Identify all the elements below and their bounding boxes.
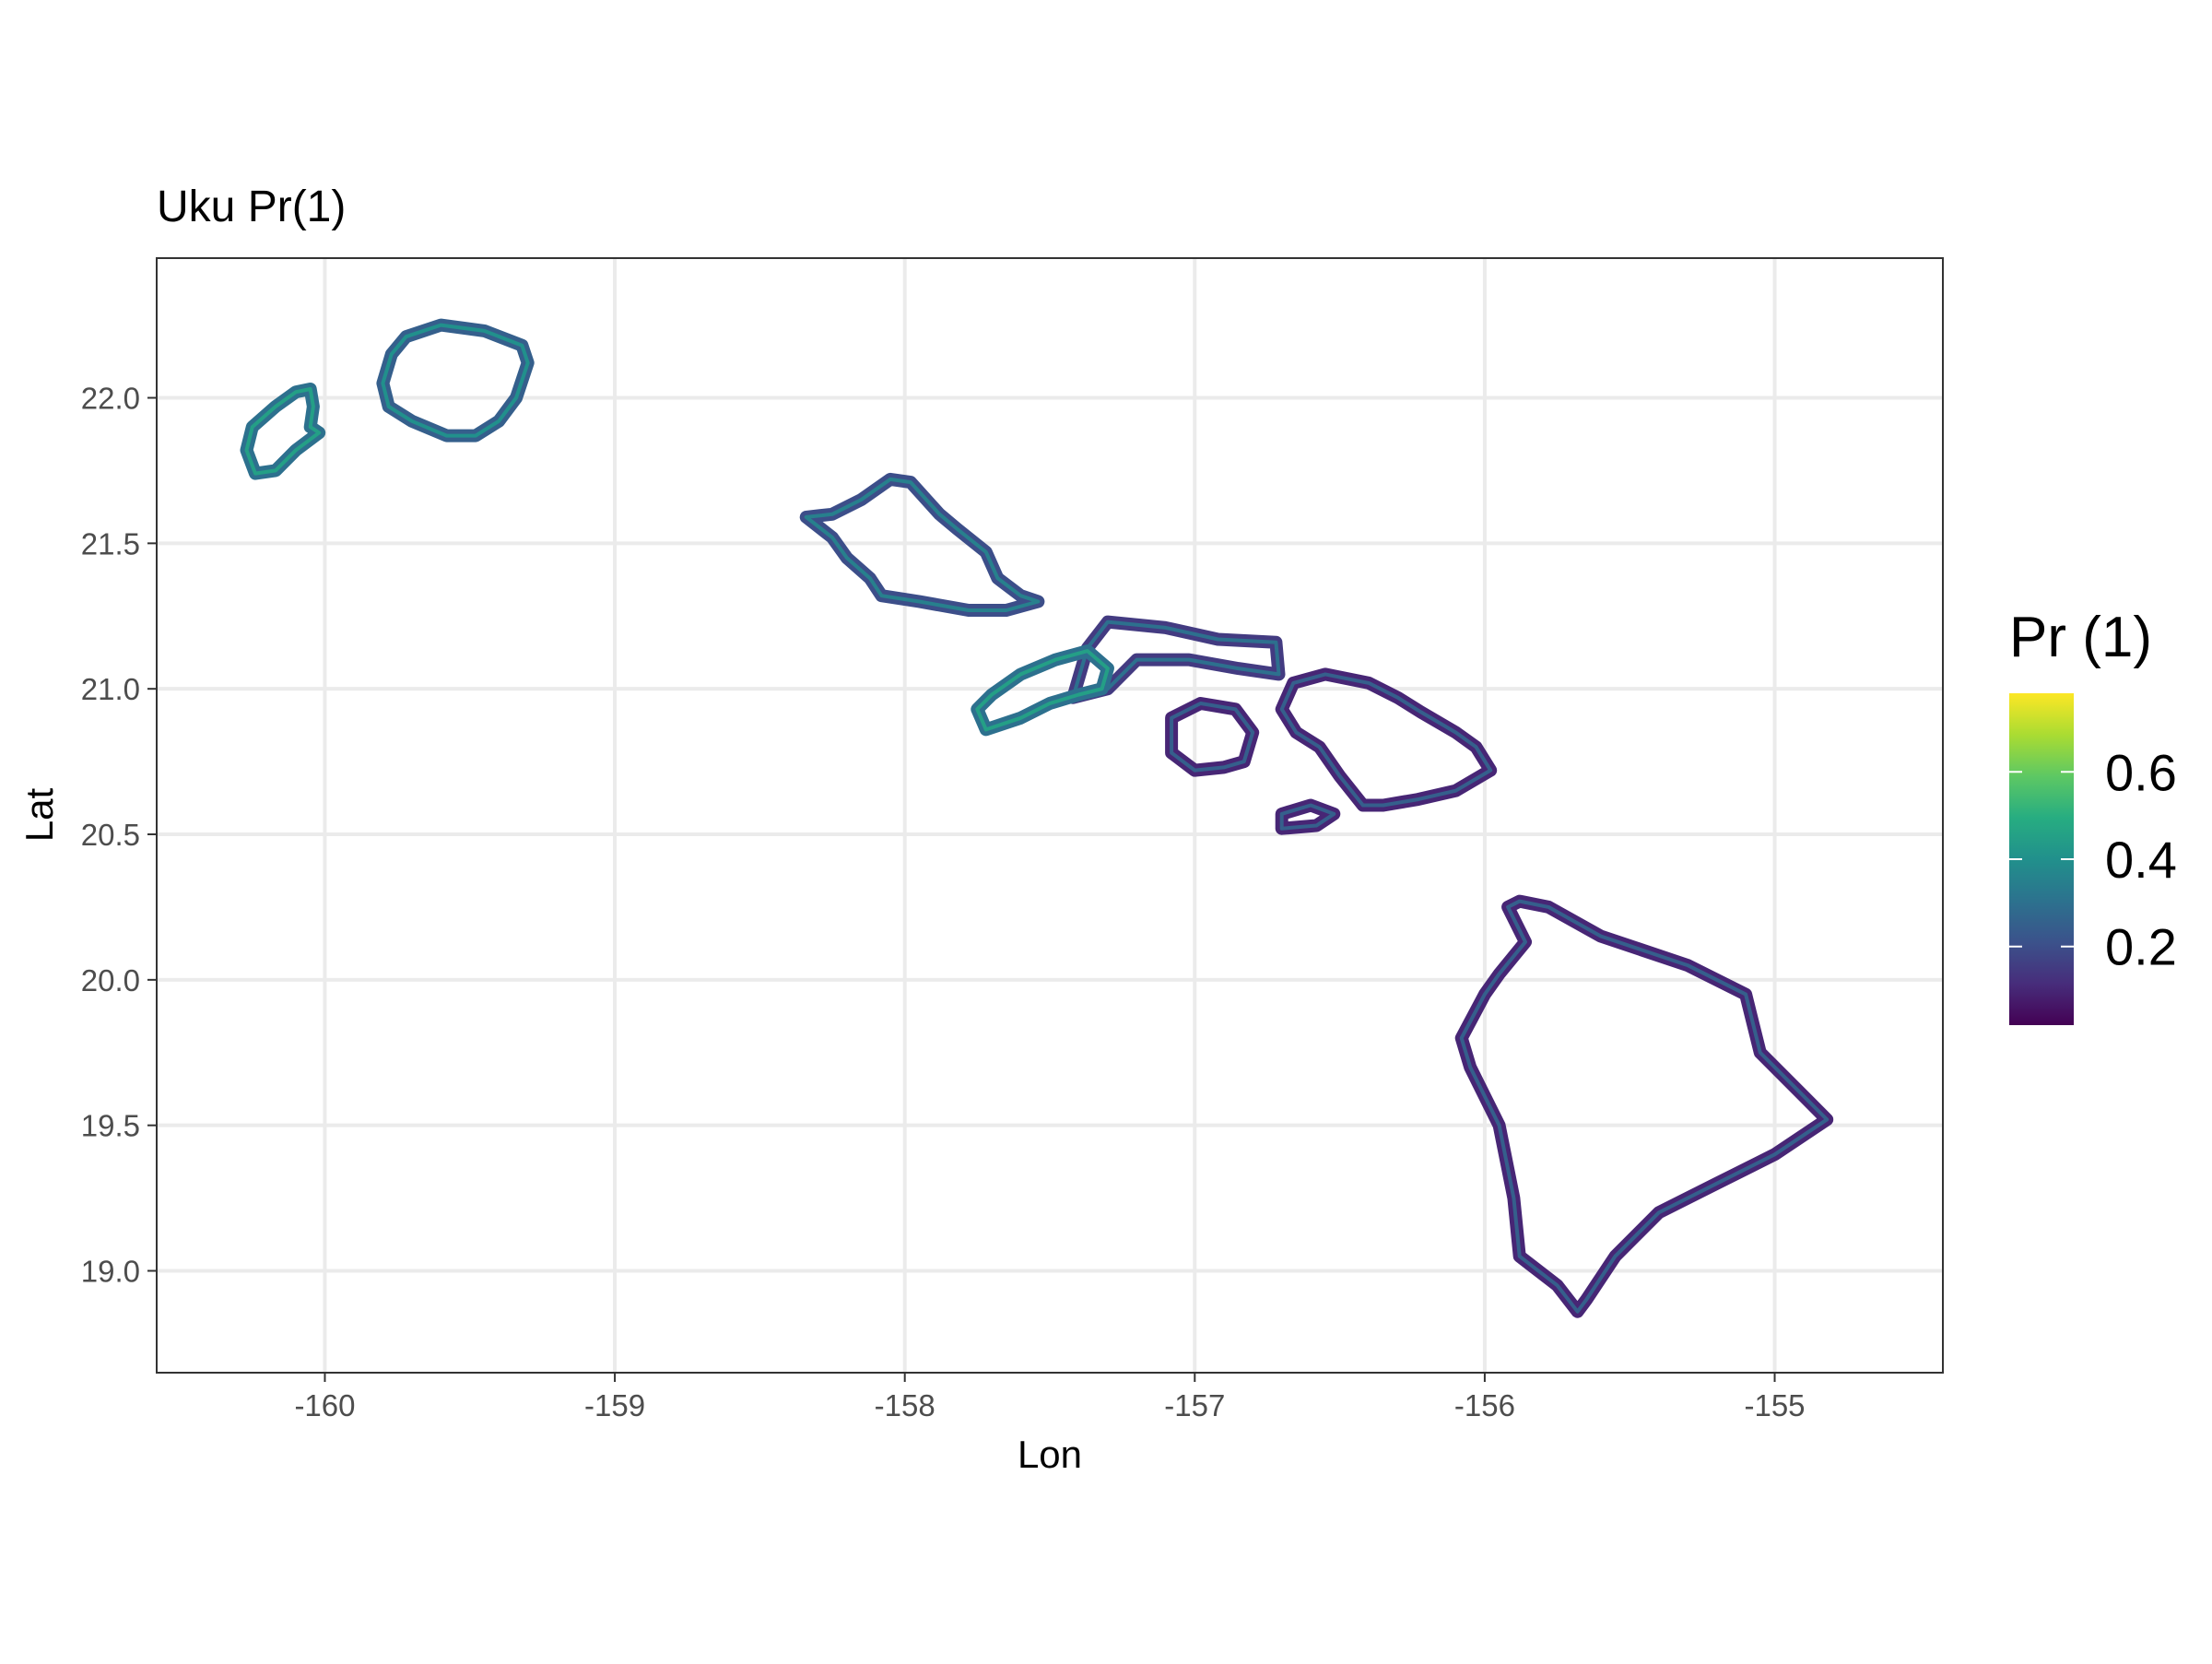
island-kahoolawe (1275, 798, 1341, 835)
y-tick-label: 21.5 (81, 526, 140, 561)
y-tick-label: 20.0 (81, 963, 140, 997)
x-tick-label: -157 (1164, 1388, 1225, 1422)
legend-tick-label: 0.2 (2105, 918, 2177, 976)
x-tick-label: -160 (294, 1388, 355, 1422)
island-maui (1275, 667, 1498, 812)
island-lanai (1165, 697, 1260, 777)
plot-panel (157, 258, 1943, 1373)
island-hawaii (1454, 894, 1834, 1318)
island-cells-inner (381, 323, 530, 438)
y-axis-title: Lat (18, 787, 61, 842)
gridlines (157, 258, 1943, 1373)
plot-title: Uku Pr(1) (157, 183, 346, 231)
legend-tick-label: 0.6 (2105, 743, 2177, 801)
legend-title: Pr (1) (2009, 606, 2152, 669)
island-niihau (240, 383, 326, 480)
y-tick-label: 21.0 (81, 672, 140, 706)
island-cells-inner (1170, 702, 1255, 773)
x-tick-label: -159 (584, 1388, 645, 1422)
x-tick-label: -158 (875, 1388, 935, 1422)
y-tick-label: 20.5 (81, 818, 140, 852)
island-cells-inner (975, 649, 1110, 732)
y-tick-label: 22.0 (81, 382, 140, 416)
island-cells-inner (244, 387, 322, 476)
island-cells-inner (1459, 899, 1830, 1314)
axis-ticks: -160 -159 -158 -157 -156 -155 19.0 19.5 20.0 20.5… (81, 382, 1806, 1422)
island-kauai (376, 318, 535, 443)
y-tick-label: 19.5 (81, 1109, 140, 1143)
x-axis-title: Lon (1018, 1433, 1082, 1476)
x-tick-label: -156 (1454, 1388, 1515, 1422)
panel-border (156, 257, 1944, 1374)
legend-tick-label: 0.4 (2105, 831, 2177, 889)
island-oahu (799, 472, 1045, 617)
island-cells-inner (804, 477, 1041, 612)
color-legend: Pr (1) 0.2 0.4 0.6 (2009, 606, 2177, 1025)
island-cells (240, 318, 1834, 1318)
x-tick-label: -155 (1744, 1388, 1805, 1422)
island-cells-inner (1279, 672, 1493, 808)
island-cells-inner (1279, 803, 1336, 831)
island-penguin-bank (971, 644, 1114, 737)
y-tick-label: 19.0 (81, 1255, 140, 1289)
